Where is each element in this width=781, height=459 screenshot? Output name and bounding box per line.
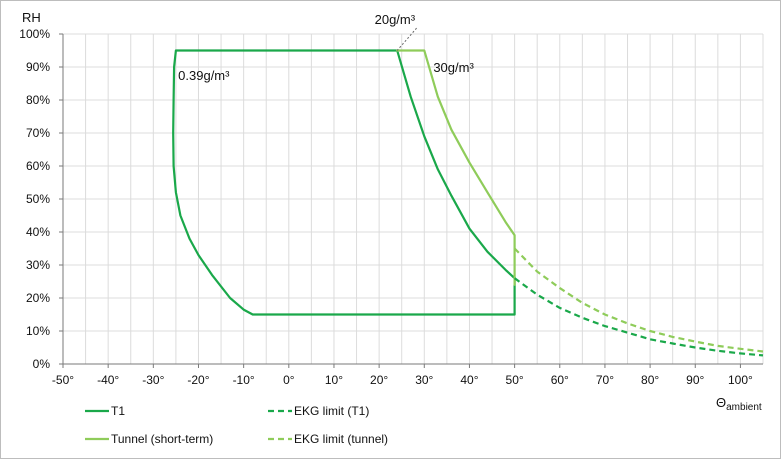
x-tick-label: -50°	[52, 373, 74, 387]
x-tick-label: 100°	[728, 373, 753, 387]
x-tick-label: 60°	[551, 373, 569, 387]
x-tick-label: 30°	[415, 373, 433, 387]
annotation-label: 0.39g/m³	[178, 68, 230, 83]
y-axis-label: RH	[22, 10, 41, 25]
x-tick-label: 70°	[596, 373, 614, 387]
x-tick-label: -20°	[187, 373, 209, 387]
y-tick-label: 100%	[19, 27, 50, 41]
y-tick-label: 60%	[26, 159, 50, 173]
y-tick-label: 0%	[33, 357, 51, 371]
series-line-0	[172, 49, 516, 316]
x-tick-label: -10°	[233, 373, 255, 387]
legend-label: Tunnel (short-term)	[111, 432, 213, 446]
y-tick-label: 80%	[26, 93, 50, 107]
series-line-2	[513, 277, 764, 357]
y-tick-label: 40%	[26, 225, 50, 239]
legend-label: EKG limit (tunnel)	[294, 432, 388, 446]
x-tick-label: 50°	[506, 373, 524, 387]
x-tick-label: 20°	[370, 373, 388, 387]
y-tick-label: 20%	[26, 291, 50, 305]
x-tick-label: 10°	[325, 373, 343, 387]
x-tick-label: 90°	[686, 373, 704, 387]
annotation-label: 20g/m³	[375, 12, 416, 27]
x-tick-label: -40°	[97, 373, 119, 387]
series-line-3	[513, 247, 764, 353]
annotation-label: 30g/m³	[433, 60, 474, 75]
y-tick-label: 30%	[26, 258, 50, 272]
legend-label: EKG limit (T1)	[294, 404, 369, 418]
x-axis-label-sub: ambient	[726, 402, 762, 413]
axes: -50° -40° -30° -20° -10° 0° 10° 20° 30° 40° 50° 60°…	[19, 27, 763, 387]
y-tick-label: 50%	[26, 192, 50, 206]
x-tick-label: 40°	[460, 373, 478, 387]
legend-label: T1	[111, 404, 125, 418]
series-line-1	[396, 49, 516, 286]
annotations: 0.39g/m³ 20g/m³ 30g/m³	[178, 12, 474, 83]
x-axis-label: Θambient	[716, 395, 762, 413]
y-tick-label: 90%	[26, 60, 50, 74]
annotation-leader	[396, 27, 417, 51]
x-tick-label: -30°	[142, 373, 164, 387]
grid-lines	[63, 33, 764, 364]
x-tick-label: 0°	[283, 373, 295, 387]
y-tick-label: 10%	[26, 324, 50, 338]
series-lines	[172, 49, 764, 357]
y-tick-label: 70%	[26, 126, 50, 140]
x-tick-label: 80°	[641, 373, 659, 387]
x-axis-label-main: Θ	[716, 395, 726, 410]
legend: T1 EKG limit (T1) Tunnel (short-term) EKG l…	[85, 404, 388, 446]
